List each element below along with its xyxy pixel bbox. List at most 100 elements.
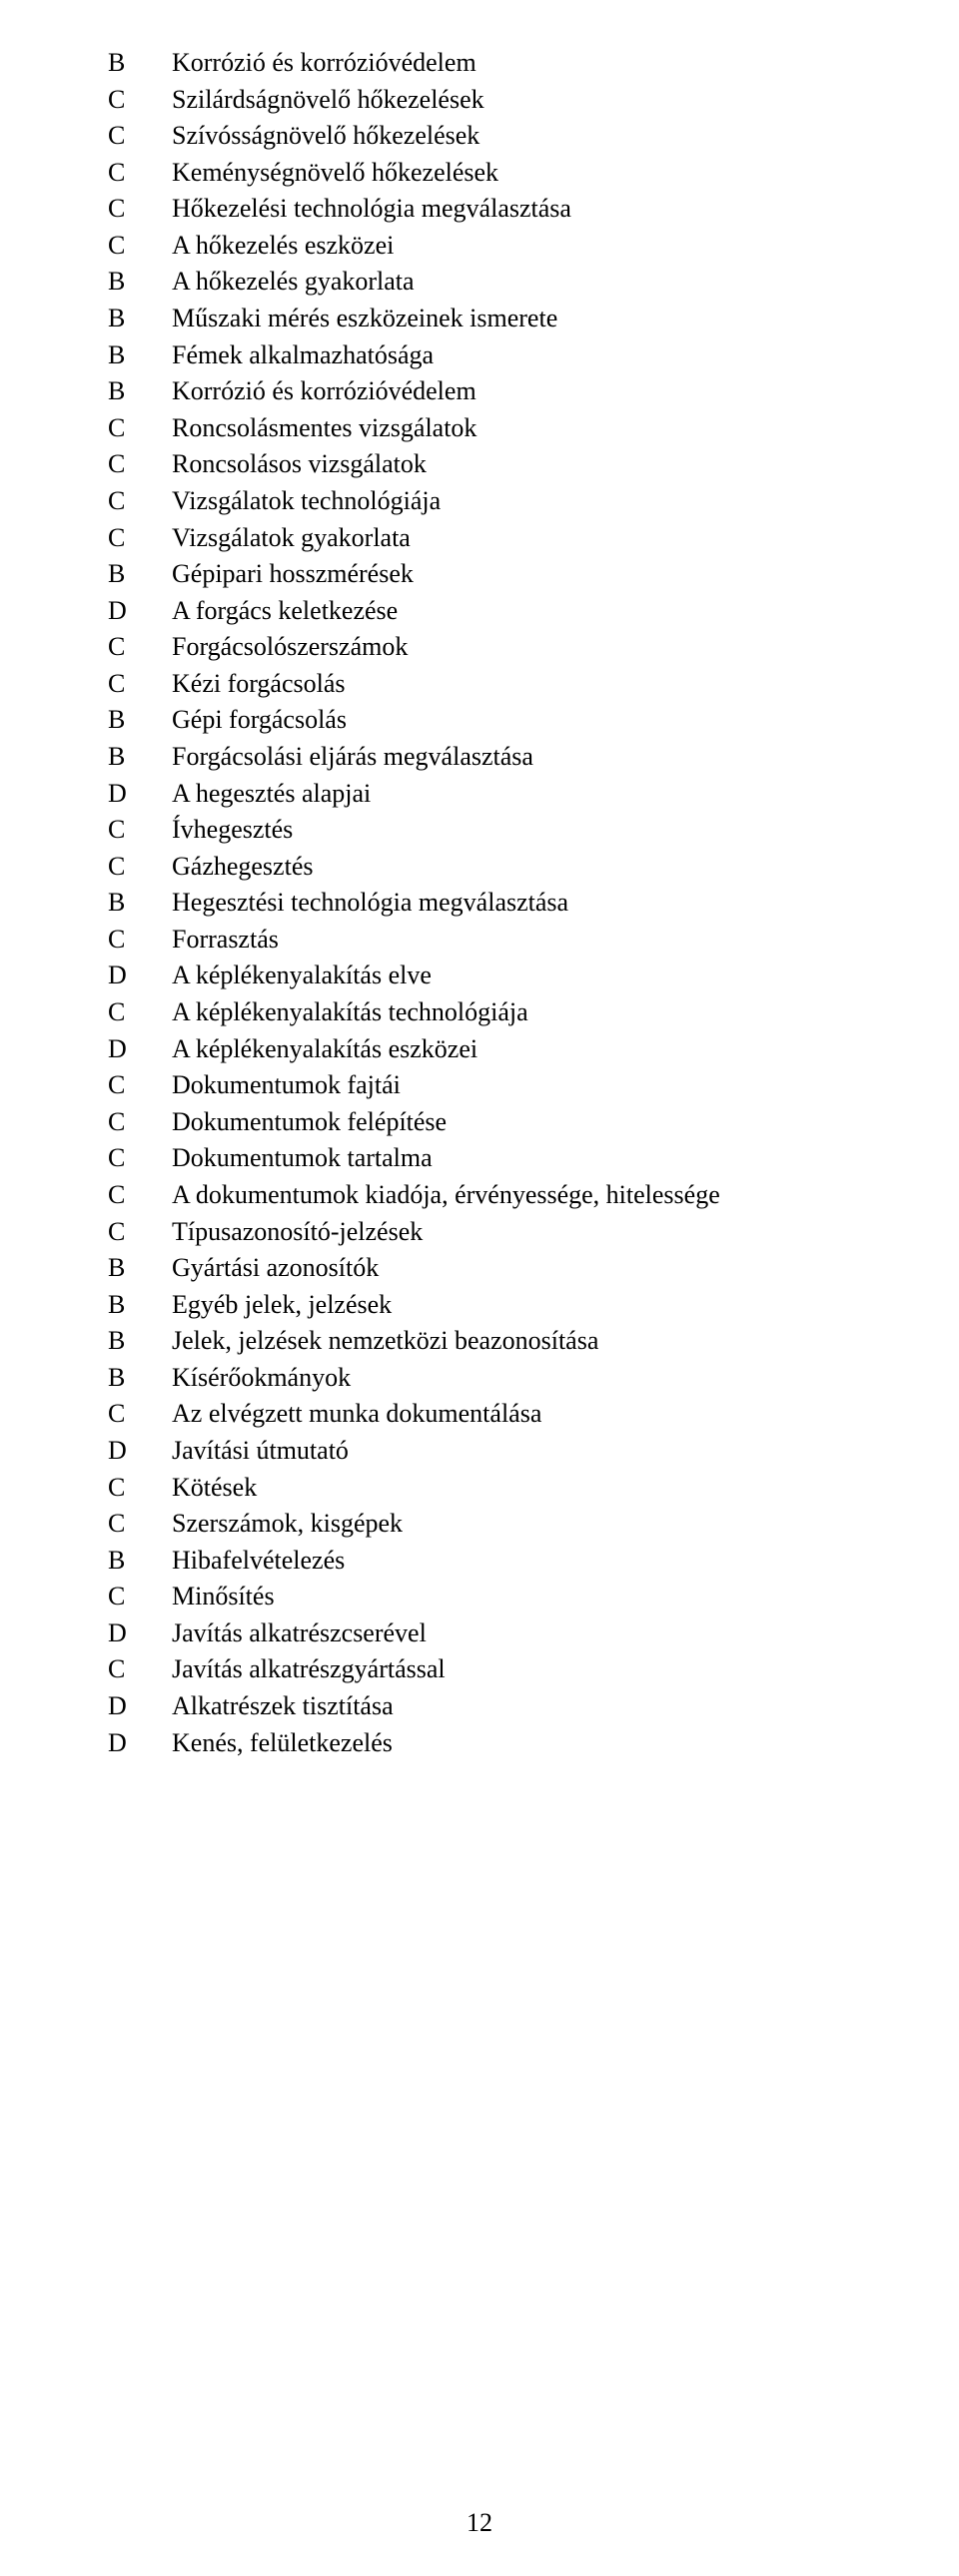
list-item: DKenés, felületkezelés [108,1725,889,1762]
item-text: Forgácsolási eljárás megválasztása [172,739,889,776]
item-text: Vizsgálatok gyakorlata [172,520,889,557]
item-code: D [108,1615,172,1652]
item-text: A forgács keletkezése [172,593,889,630]
list-item: CKeménységnövelő hőkezelések [108,155,889,192]
item-text: Kísérőokmányok [172,1360,889,1397]
item-code: C [108,849,172,886]
item-text: Típusazonosító-jelzések [172,1214,889,1251]
item-code: C [108,410,172,447]
item-text: Dokumentumok tartalma [172,1140,889,1177]
item-code: D [108,1725,172,1762]
item-text: Gyártási azonosítók [172,1250,889,1287]
item-text: Szilárdságnövelő hőkezelések [172,82,889,119]
item-code: C [108,228,172,265]
item-code: C [108,1214,172,1251]
list-item: BKorrózió és korrózióvédelem [108,45,889,82]
item-text: Forrasztás [172,922,889,959]
list-item: CÍvhegesztés [108,812,889,849]
list-item: CDokumentumok fajtái [108,1067,889,1104]
item-text: Vizsgálatok technológiája [172,483,889,520]
item-code: B [108,1543,172,1580]
item-code: B [108,1287,172,1324]
item-code: C [108,520,172,557]
list-item: DAlkatrészek tisztítása [108,1688,889,1725]
item-text: Szerszámok, kisgépek [172,1506,889,1543]
list-item: CDokumentumok felépítése [108,1104,889,1141]
item-code: B [108,1360,172,1397]
item-text: Kenés, felületkezelés [172,1725,889,1762]
item-code: C [108,155,172,192]
list-item: BMűszaki mérés eszközeinek ismerete [108,301,889,337]
item-text: A hegesztés alapjai [172,776,889,813]
item-code: D [108,958,172,994]
list-item: CForgácsolószerszámok [108,629,889,666]
item-text: Jelek, jelzések nemzetközi beazonosítása [172,1323,889,1360]
item-text: Az elvégzett munka dokumentálása [172,1396,889,1433]
item-text: Javítási útmutató [172,1433,889,1470]
item-code: B [108,45,172,82]
item-code: B [108,1250,172,1287]
item-text: Szívósságnövelő hőkezelések [172,118,889,155]
item-code: C [108,1104,172,1141]
list-item: DA képlékenyalakítás elve [108,958,889,994]
list-item: CGázhegesztés [108,849,889,886]
item-text: Roncsolásos vizsgálatok [172,446,889,483]
item-code: D [108,1433,172,1470]
list-item: DJavítási útmutató [108,1433,889,1470]
item-text: Egyéb jelek, jelzések [172,1287,889,1324]
item-text: A hőkezelés eszközei [172,228,889,265]
item-text: Javítás alkatrészcserével [172,1615,889,1652]
item-text: Kötések [172,1470,889,1507]
item-text: Hegesztési technológia megválasztása [172,885,889,922]
item-code: C [108,1396,172,1433]
document-page: BKorrózió és korrózióvédelemCSzilárdságn… [0,0,959,2576]
list-item: BGépipari hosszmérések [108,556,889,593]
item-text: Forgácsolószerszámok [172,629,889,666]
list-item: BGyártási azonosítók [108,1250,889,1287]
list-item: CRoncsolásos vizsgálatok [108,446,889,483]
item-code: B [108,337,172,374]
item-code: B [108,739,172,776]
list-item: CTípusazonosító-jelzések [108,1214,889,1251]
list-item: BForgácsolási eljárás megválasztása [108,739,889,776]
list-item: CDokumentumok tartalma [108,1140,889,1177]
list-item: CSzerszámok, kisgépek [108,1506,889,1543]
item-code: B [108,373,172,410]
item-code: D [108,1031,172,1068]
item-text: Gázhegesztés [172,849,889,886]
list-item: CA képlékenyalakítás technológiája [108,994,889,1031]
list-item: DA forgács keletkezése [108,593,889,630]
item-code: C [108,1177,172,1214]
item-text: Fémek alkalmazhatósága [172,337,889,374]
item-text: Keménységnövelő hőkezelések [172,155,889,192]
item-code: C [108,994,172,1031]
item-code: C [108,1470,172,1507]
list-item: CMinősítés [108,1579,889,1615]
item-code: B [108,264,172,301]
item-text: Alkatrészek tisztítása [172,1688,889,1725]
list-item: DA képlékenyalakítás eszközei [108,1031,889,1068]
list-item: CSzilárdságnövelő hőkezelések [108,82,889,119]
item-text: Korrózió és korrózióvédelem [172,373,889,410]
item-text: Minősítés [172,1579,889,1615]
list-item: DA hegesztés alapjai [108,776,889,813]
item-code: C [108,1140,172,1177]
list-item: CA dokumentumok kiadója, érvényessége, h… [108,1177,889,1214]
item-code: D [108,593,172,630]
item-code: B [108,1323,172,1360]
item-code: D [108,776,172,813]
list-item: BKorrózió és korrózióvédelem [108,373,889,410]
item-code: C [108,483,172,520]
list-item: CAz elvégzett munka dokumentálása [108,1396,889,1433]
list-item: BHibafelvételezés [108,1543,889,1580]
list-item: CKötések [108,1470,889,1507]
item-code: C [108,922,172,959]
item-text: Hőkezelési technológia megválasztása [172,191,889,228]
item-code: C [108,1506,172,1543]
item-code: C [108,191,172,228]
page-number: 12 [0,2505,959,2542]
item-code: C [108,629,172,666]
list-item: BJelek, jelzések nemzetközi beazonosítás… [108,1323,889,1360]
list-item: CVizsgálatok technológiája [108,483,889,520]
item-text: Korrózió és korrózióvédelem [172,45,889,82]
